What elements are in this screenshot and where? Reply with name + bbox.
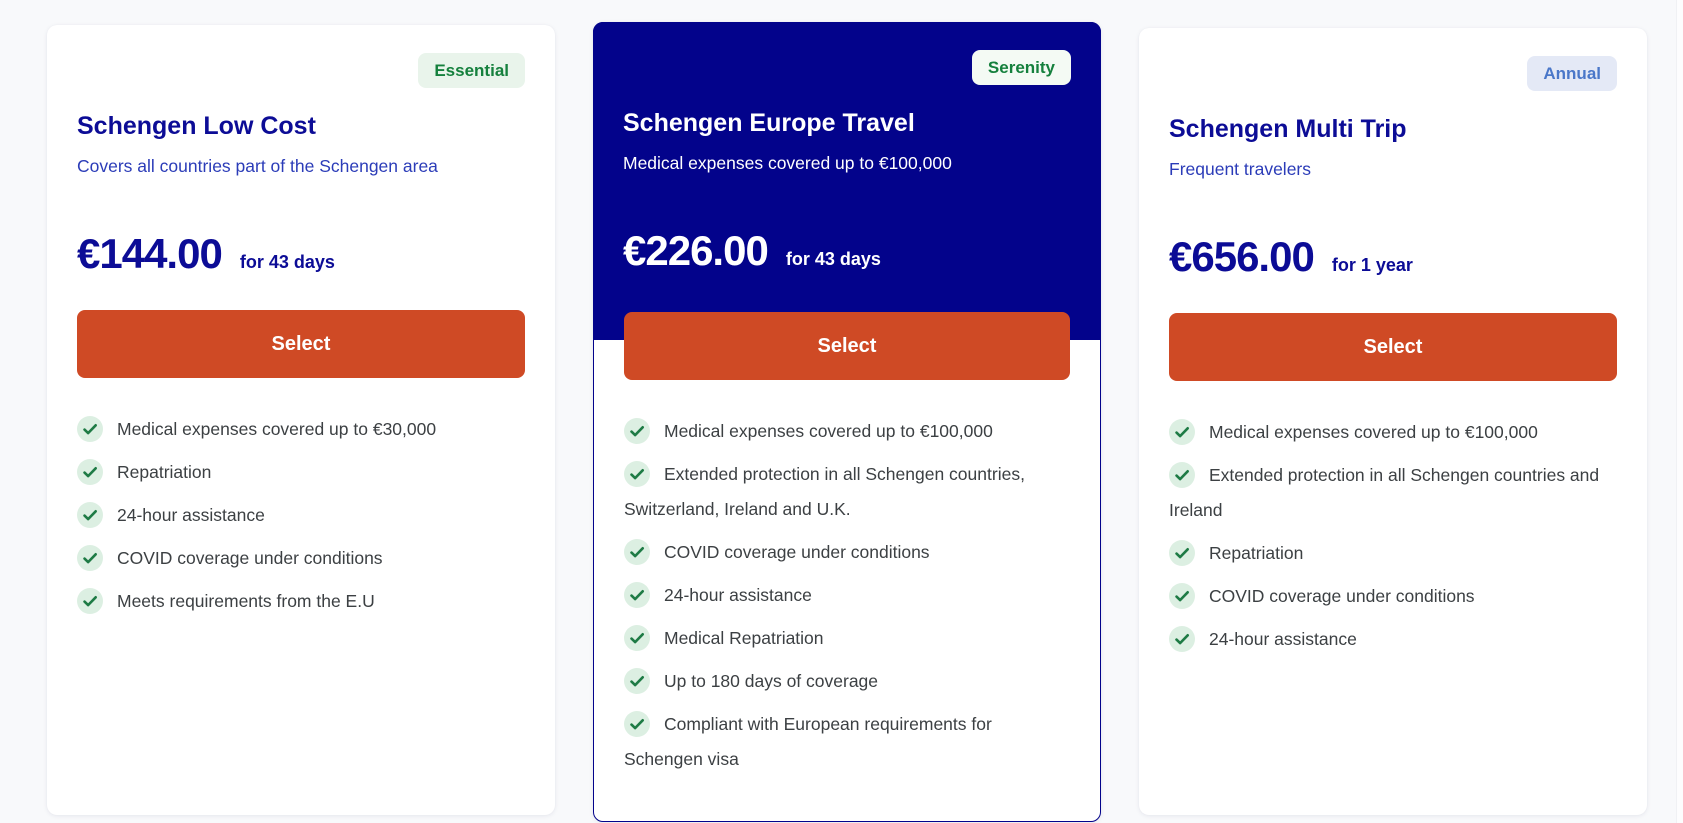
feature-item: COVID coverage under conditions: [77, 541, 525, 576]
feature-text: COVID coverage under conditions: [664, 542, 930, 562]
plan-badge: Annual: [1527, 56, 1617, 91]
select-button-wrap: Select: [47, 310, 555, 378]
feature-item: Medical expenses covered up to €100,000: [1169, 415, 1617, 450]
plan-badge: Essential: [418, 53, 525, 88]
price-row: €656.00 for 1 year: [1169, 232, 1617, 281]
feature-item: COVID coverage under conditions: [1169, 579, 1617, 614]
badge-row: Annual: [1169, 56, 1617, 91]
plan-price: €656.00: [1169, 233, 1315, 280]
plan-subtitle: Frequent travelers: [1169, 159, 1312, 179]
select-button-wrap: Select: [1139, 313, 1647, 381]
feature-item: COVID coverage under conditions: [624, 535, 1070, 570]
feature-item: 24-hour assistance: [77, 498, 525, 533]
check-icon: [77, 545, 103, 571]
check-icon: [624, 582, 650, 608]
check-icon: [1169, 540, 1195, 566]
plan-title: Schengen Europe Travel: [623, 109, 915, 137]
feature-text: Extended protection in all Schengen coun…: [1169, 465, 1600, 520]
check-icon: [624, 461, 650, 487]
feature-item: Extended protection in all Schengen coun…: [624, 457, 1070, 527]
feature-item: 24-hour assistance: [1169, 622, 1617, 657]
feature-text: Up to 180 days of coverage: [664, 671, 879, 691]
select-button[interactable]: Select: [624, 312, 1070, 380]
feature-item: Repatriation: [77, 455, 525, 490]
scrollbar[interactable]: [1676, 0, 1683, 823]
check-icon: [77, 416, 103, 442]
plan-card-header: Annual Schengen Multi Trip Frequent trav…: [1139, 28, 1647, 313]
plan-card-header: Essential Schengen Low Cost Covers all c…: [47, 25, 555, 310]
plan-badge: Serenity: [971, 50, 1071, 85]
plan-duration: for 43 days: [785, 249, 881, 269]
feature-item: Up to 180 days of coverage: [624, 664, 1070, 699]
feature-text: Medical expenses covered up to €100,000: [1209, 422, 1538, 442]
plan-title: Schengen Low Cost: [77, 112, 316, 140]
select-button[interactable]: Select: [1169, 313, 1617, 381]
check-icon: [624, 711, 650, 737]
feature-item: Medical expenses covered up to €100,000: [624, 414, 1070, 449]
feature-list: Medical expenses covered up to €100,000 E…: [1139, 415, 1647, 665]
badge-row: Serenity: [623, 50, 1071, 85]
feature-text: Medical Repatriation: [664, 628, 824, 648]
check-icon: [624, 625, 650, 651]
feature-text: COVID coverage under conditions: [1209, 586, 1475, 606]
check-icon: [77, 459, 103, 485]
check-icon: [1169, 462, 1195, 488]
check-icon: [1169, 583, 1195, 609]
feature-item: Medical Repatriation: [624, 621, 1070, 656]
feature-text: Extended protection in all Schengen coun…: [624, 464, 1025, 519]
plan-subtitle: Covers all countries part of the Schenge…: [77, 156, 438, 176]
badge-row: Essential: [77, 53, 525, 88]
feature-item: Extended protection in all Schengen coun…: [1169, 458, 1617, 528]
plan-title: Schengen Multi Trip: [1169, 115, 1407, 143]
feature-text: 24-hour assistance: [1209, 629, 1357, 649]
plan-duration: for 43 days: [239, 252, 335, 272]
check-icon: [77, 502, 103, 528]
check-icon: [77, 588, 103, 614]
feature-item: 24-hour assistance: [624, 578, 1070, 613]
feature-text: 24-hour assistance: [117, 505, 265, 525]
feature-text: Medical expenses covered up to €30,000: [117, 419, 437, 439]
plan-price: €144.00: [77, 230, 223, 277]
select-button-wrap: Select: [594, 312, 1100, 380]
feature-text: COVID coverage under conditions: [117, 548, 383, 568]
plan-card: Essential Schengen Low Cost Covers all c…: [47, 25, 555, 815]
check-icon: [1169, 626, 1195, 652]
feature-text: Meets requirements from the E.U: [117, 591, 375, 611]
plan-duration: for 1 year: [1331, 255, 1413, 275]
check-icon: [624, 418, 650, 444]
feature-text: Compliant with European requirements for…: [624, 714, 992, 769]
plan-price: €226.00: [623, 227, 769, 274]
select-button[interactable]: Select: [77, 310, 525, 378]
feature-list: Medical expenses covered up to €30,000 Re…: [47, 412, 555, 627]
check-icon: [1169, 419, 1195, 445]
plan-subtitle: Medical expenses covered up to €100,000: [623, 153, 952, 173]
feature-item: Compliant with European requirements for…: [624, 707, 1070, 777]
plan-card-header: Serenity Schengen Europe Travel Medical …: [593, 22, 1101, 340]
price-row: €144.00 for 43 days: [77, 229, 525, 278]
price-row: €226.00 for 43 days: [623, 226, 1071, 275]
feature-text: 24-hour assistance: [664, 585, 812, 605]
check-icon: [624, 668, 650, 694]
feature-text: Repatriation: [117, 462, 212, 482]
plan-card: Serenity Schengen Europe Travel Medical …: [593, 22, 1101, 822]
feature-text: Repatriation: [1209, 543, 1304, 563]
feature-list: Medical expenses covered up to €100,000 E…: [594, 414, 1100, 785]
plan-card: Annual Schengen Multi Trip Frequent trav…: [1139, 28, 1647, 815]
check-icon: [624, 539, 650, 565]
feature-item: Medical expenses covered up to €30,000: [77, 412, 525, 447]
feature-item: Repatriation: [1169, 536, 1617, 571]
feature-text: Medical expenses covered up to €100,000: [664, 421, 993, 441]
feature-item: Meets requirements from the E.U: [77, 584, 525, 619]
